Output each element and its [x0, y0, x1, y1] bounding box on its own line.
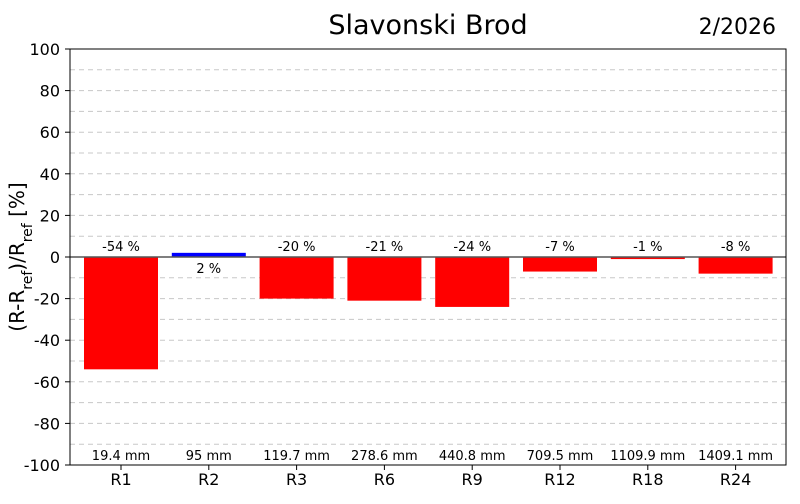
y-tick-label: -40 [34, 331, 60, 350]
chart-period: 2/2026 [699, 15, 776, 40]
bar-R12 [523, 257, 597, 272]
x-tick-label: R24 [720, 470, 751, 489]
amount-label: 95 mm [186, 449, 232, 464]
y-tick-label: -60 [34, 373, 60, 392]
bar-R1 [84, 257, 158, 370]
value-label: 2 % [196, 262, 221, 277]
chart-title: Slavonski Brod [328, 10, 527, 41]
y-tick-label: -20 [34, 290, 60, 309]
amount-label: 19.4 mm [92, 449, 150, 464]
y-axis-label: (R-Rref)/Rref [%] [5, 182, 36, 331]
value-label: -8 % [721, 240, 750, 255]
x-tick-label: R6 [374, 470, 395, 489]
y-tick-label: -100 [24, 456, 60, 475]
amount-label: 1409.1 mm [698, 449, 773, 464]
value-label: -7 % [545, 240, 574, 255]
x-axis: R1 R2 R3 R6 R9 R12 R18 R24 [110, 465, 751, 489]
bars: -54 % 19.4 mm 2 % 95 mm -20 % 119.7 mm -21 % 27… [70, 240, 786, 464]
y-label-part: [%] [5, 182, 29, 223]
value-label: -1 % [633, 240, 662, 255]
bar-R18 [610, 257, 685, 260]
amount-label: 278.6 mm [351, 449, 418, 464]
y-tick-label: 80 [40, 82, 60, 101]
x-tick-label: R2 [198, 470, 219, 489]
value-label: -21 % [366, 240, 404, 255]
x-tick-label: R3 [286, 470, 307, 489]
y-tick-label: 100 [29, 40, 60, 59]
bar-R2 [171, 252, 246, 257]
y-tick-label: 40 [40, 165, 60, 184]
y-axis: 100 80 60 40 20 0 -20 -40 -60 -80 -100 [24, 40, 70, 475]
amount-label: 440.8 mm [439, 449, 506, 464]
grid [70, 69, 786, 445]
value-label: -20 % [278, 240, 316, 255]
y-label-part: (R-R [5, 290, 29, 332]
y-tick-label: -80 [34, 414, 60, 433]
amount-label: 1109.9 mm [610, 449, 685, 464]
y-label-part: ref [20, 270, 36, 290]
x-tick-label: R18 [632, 470, 663, 489]
y-tick-label: 0 [50, 248, 60, 267]
bar-R6 [347, 257, 422, 301]
value-label: -24 % [453, 240, 491, 255]
y-tick-label: 20 [40, 206, 60, 225]
y-label-part: )/R [5, 242, 29, 271]
bar-R24 [698, 257, 773, 274]
bar-R9 [435, 257, 510, 307]
value-label: -54 % [102, 240, 140, 255]
amount-label: 709.5 mm [527, 449, 594, 464]
y-label-part: ref [20, 222, 36, 242]
amount-label: 119.7 mm [263, 449, 330, 464]
x-tick-label: R9 [462, 470, 483, 489]
bar-R3 [259, 257, 334, 299]
y-tick-label: 60 [40, 123, 60, 142]
x-tick-label: R12 [544, 470, 575, 489]
x-tick-label: R1 [110, 470, 131, 489]
